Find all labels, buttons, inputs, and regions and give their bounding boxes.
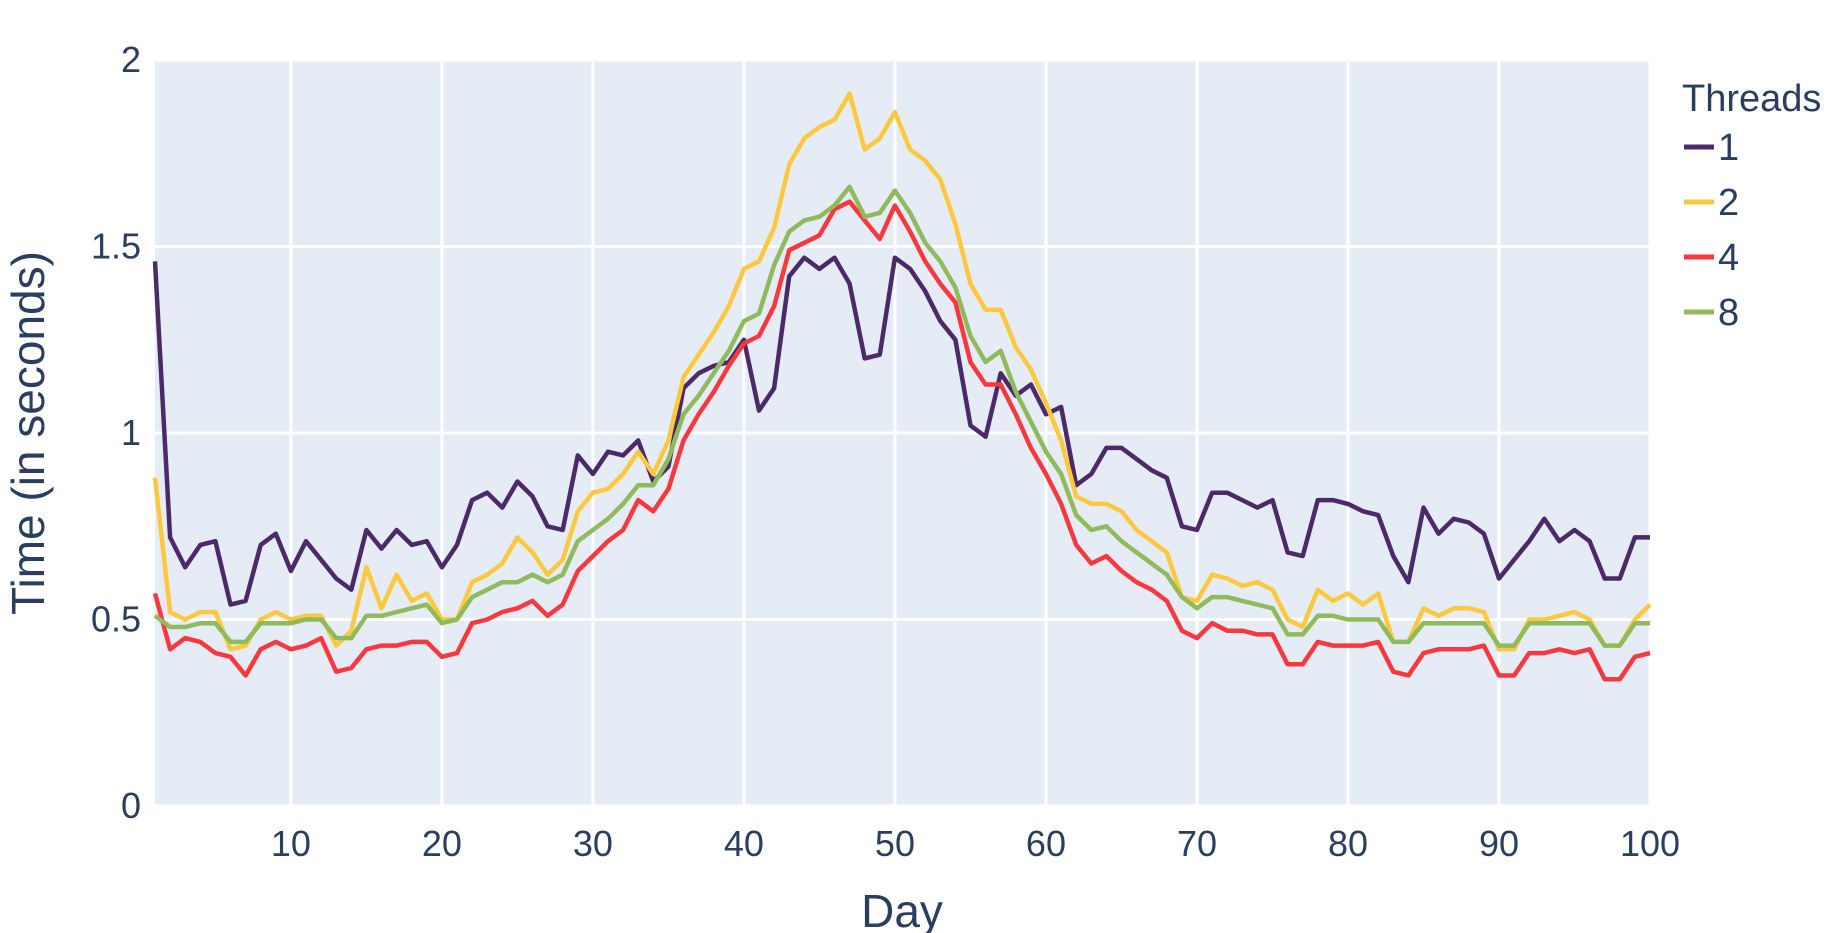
legend-item-2[interactable]: 2 — [1684, 182, 1739, 224]
x-tick-label: 20 — [422, 823, 462, 864]
x-tick-label: 30 — [573, 823, 613, 864]
x-tick-label: 40 — [724, 823, 764, 864]
legend-title: Threads — [1682, 78, 1821, 120]
x-axis-title: Day — [861, 885, 943, 933]
series-line-4 — [152, 199, 1651, 682]
legend-label: 8 — [1718, 292, 1739, 334]
legend-item-8[interactable]: 8 — [1684, 292, 1739, 334]
legend: Threads 1 2 4 8 — [1682, 78, 1821, 334]
y-tick-label: 0.5 — [91, 599, 141, 640]
grid-lines — [155, 58, 1652, 808]
legend-label: 2 — [1718, 182, 1739, 224]
x-tick-label: 60 — [1026, 823, 1066, 864]
legend-item-4[interactable]: 4 — [1684, 237, 1739, 279]
x-tick-label: 80 — [1328, 823, 1368, 864]
x-tick-label: 10 — [271, 823, 311, 864]
x-tick-label: 100 — [1620, 823, 1680, 864]
x-tick-label: 90 — [1479, 823, 1519, 864]
y-tick-label: 0 — [121, 785, 141, 826]
series-line-1 — [152, 255, 1650, 607]
legend-item-1[interactable]: 1 — [1684, 127, 1739, 169]
y-tick-label: 1.5 — [91, 226, 141, 267]
x-tick-label: 70 — [1177, 823, 1217, 864]
y-axis-title: Time (in seconds) — [2, 251, 54, 615]
y-axis-ticks: 0 0.5 1 1.5 2 — [91, 39, 141, 826]
y-tick-label: 2 — [121, 39, 141, 80]
y-tick-label: 1 — [121, 412, 141, 453]
legend-label: 4 — [1718, 237, 1739, 279]
legend-label: 1 — [1718, 127, 1739, 169]
series-line-8 — [153, 184, 1650, 648]
x-axis-ticks: 10 20 30 40 50 60 70 80 90 100 — [271, 823, 1680, 864]
x-tick-label: 50 — [875, 823, 915, 864]
series-lines — [152, 91, 1652, 682]
